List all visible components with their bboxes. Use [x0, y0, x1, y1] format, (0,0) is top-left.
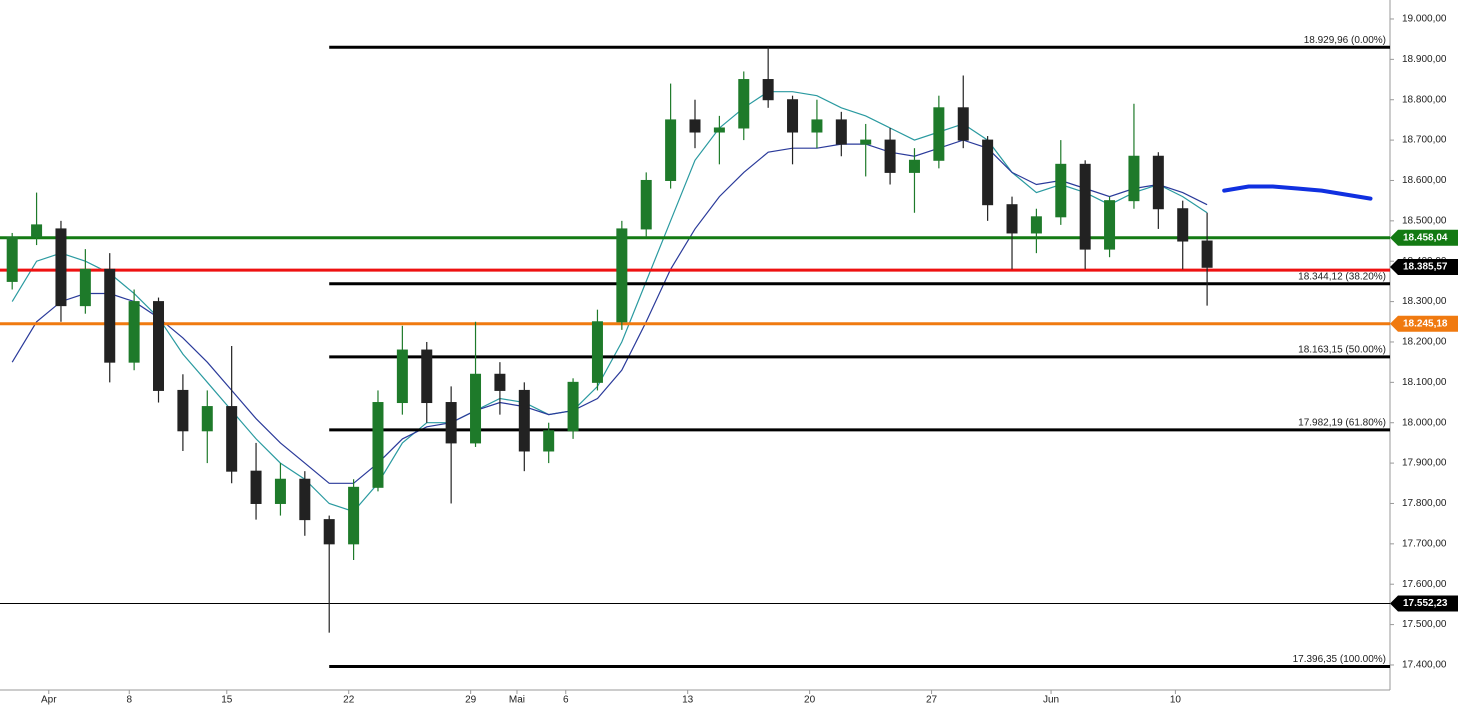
x-tick-label: 15 [221, 695, 233, 706]
candle-body [177, 389, 189, 432]
y-tick-label: 19.000,00 [1402, 14, 1447, 25]
candle-body [665, 119, 677, 181]
y-tick-label: 18.200,00 [1402, 337, 1447, 348]
candle-body [982, 139, 994, 206]
candle-body [1055, 163, 1067, 218]
candle-body [860, 139, 872, 145]
price-tag [1390, 259, 1458, 276]
fib-label: 17.982,19 (61.80%) [1298, 418, 1386, 429]
level-tag [1390, 595, 1458, 612]
candle-body [421, 349, 433, 404]
x-tick-label: Jun [1043, 695, 1059, 706]
candle-body [348, 486, 360, 545]
x-tick-label: 13 [682, 695, 694, 706]
candle-body [1201, 240, 1213, 268]
fib-label: 18.929,96 (0.00%) [1304, 35, 1386, 46]
candle-body [323, 519, 335, 545]
candle-body [835, 119, 847, 145]
y-tick-label: 18.900,00 [1402, 54, 1447, 65]
candle-body [470, 373, 482, 444]
candle-body [884, 139, 896, 173]
x-tick-label: 6 [563, 695, 569, 706]
moving-average [11, 139, 1208, 484]
y-tick-label: 17.800,00 [1402, 498, 1447, 509]
y-tick-label: 17.700,00 [1402, 538, 1447, 549]
level-tag [1390, 315, 1458, 332]
candle-body [226, 406, 238, 472]
y-tick-label: 17.500,00 [1402, 619, 1447, 630]
x-tick-label: 22 [343, 695, 355, 706]
candle-body [811, 119, 823, 133]
candle-body [787, 99, 799, 133]
y-tick-label: 17.600,00 [1402, 579, 1447, 590]
candle-body [518, 389, 530, 452]
y-tick-label: 18.100,00 [1402, 377, 1447, 388]
candle-body [689, 119, 701, 133]
candle-body [1104, 200, 1116, 250]
x-tick-label: Mai [509, 695, 525, 706]
candle-body [445, 402, 457, 444]
candle-body [104, 268, 116, 363]
candle-body [713, 127, 725, 133]
candle-body [274, 478, 286, 504]
level-tag-label: 18.245,18 [1403, 318, 1448, 329]
candle-body [957, 107, 969, 141]
candle-body [201, 406, 213, 432]
candle-body [1006, 204, 1018, 234]
candle-body [55, 228, 67, 307]
candle-body [640, 179, 652, 230]
candle-body [1079, 163, 1091, 250]
x-tick-label: 29 [465, 695, 477, 706]
y-tick-label: 17.400,00 [1402, 660, 1447, 671]
candle-body [616, 228, 628, 323]
x-tick-label: 20 [804, 695, 816, 706]
candle-body [79, 268, 91, 307]
candle-body [128, 301, 140, 363]
candle-body [567, 381, 579, 432]
level-tag-label: 18.458,04 [1403, 232, 1448, 243]
moving-average [11, 91, 1208, 513]
candle-body [372, 402, 384, 488]
level-tag-label: 17.552,23 [1403, 598, 1448, 609]
x-tick-label: 8 [126, 695, 132, 706]
candle-body [543, 430, 555, 452]
y-tick-label: 18.700,00 [1402, 135, 1447, 146]
candle-body [908, 159, 920, 173]
candle-body [1152, 155, 1164, 210]
candle-body [153, 301, 165, 391]
fib-label: 17.396,35 (100.00%) [1293, 654, 1386, 665]
forecast-line [1222, 184, 1373, 201]
y-tick-label: 17.900,00 [1402, 458, 1447, 469]
y-tick-label: 18.600,00 [1402, 175, 1447, 186]
candle-body [31, 224, 43, 238]
y-tick-label: 18.300,00 [1402, 296, 1447, 307]
y-tick-label: 18.000,00 [1402, 417, 1447, 428]
price-tag-label: 18.385,57 [1403, 262, 1448, 273]
candle-body [396, 349, 408, 404]
x-tick-label: 10 [1170, 695, 1182, 706]
level-tag [1390, 229, 1458, 246]
candle-body [738, 79, 750, 129]
candle-body [762, 79, 774, 101]
candle-body [1128, 155, 1140, 202]
candle-body [494, 373, 506, 391]
y-tick-label: 18.500,00 [1402, 215, 1447, 226]
fib-label: 18.163,15 (50.00%) [1298, 344, 1386, 355]
candle-body [1177, 208, 1189, 242]
candle-body [591, 321, 603, 383]
candle-body [299, 478, 311, 521]
fib-label: 18.344,12 (38.20%) [1298, 271, 1386, 282]
candle-body [250, 470, 262, 504]
x-tick-label: Apr [41, 695, 57, 706]
candle-body [6, 236, 18, 282]
x-tick-label: 27 [926, 695, 938, 706]
candle-body [1030, 216, 1042, 234]
candle-body [933, 107, 945, 161]
y-tick-label: 18.800,00 [1402, 94, 1447, 105]
